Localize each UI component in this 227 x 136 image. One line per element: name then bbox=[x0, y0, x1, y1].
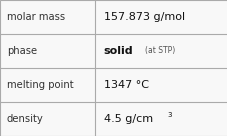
Text: phase: phase bbox=[7, 46, 37, 56]
Text: solid: solid bbox=[103, 46, 133, 56]
Text: 3: 3 bbox=[166, 112, 171, 118]
Text: melting point: melting point bbox=[7, 80, 73, 90]
Text: 4.5 g/cm: 4.5 g/cm bbox=[103, 114, 152, 124]
Text: molar mass: molar mass bbox=[7, 12, 65, 22]
Text: 157.873 g/mol: 157.873 g/mol bbox=[103, 12, 184, 22]
Text: density: density bbox=[7, 114, 43, 124]
Text: (at STP): (at STP) bbox=[145, 47, 175, 55]
Text: 1347 °C: 1347 °C bbox=[103, 80, 148, 90]
